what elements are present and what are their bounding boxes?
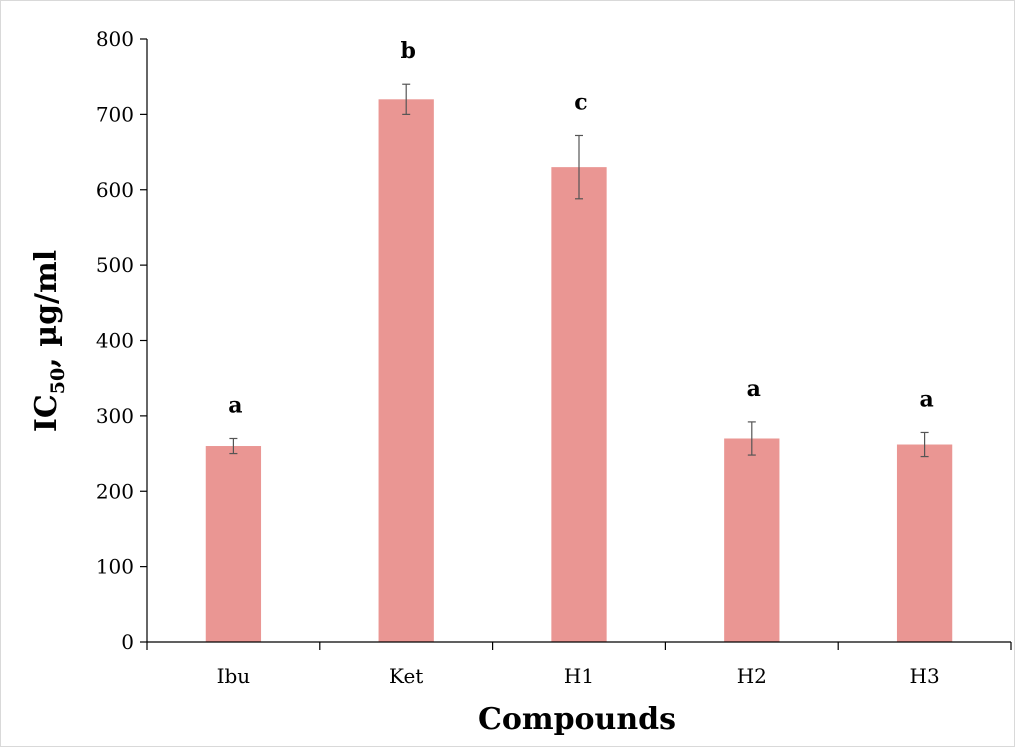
plot-area: a Ibu b Ket c H1 a H2 a H3 0 100 200 300 400 500 600 700 8… xyxy=(96,27,1012,688)
y-tick-label: 400 xyxy=(96,329,134,353)
y-tick-label: 100 xyxy=(96,555,134,579)
svg-text:IC50, µg/ml: IC50, µg/ml xyxy=(29,250,69,432)
y-axis-title-main: IC xyxy=(29,394,64,432)
significance-label: c xyxy=(574,89,587,115)
y-tick-label: 0 xyxy=(121,630,134,654)
significance-label: a xyxy=(747,376,761,402)
x-tick-label: Ibu xyxy=(217,664,251,688)
y-axis-title: IC50, µg/ml xyxy=(29,250,69,432)
x-axis-title: Compounds xyxy=(478,702,676,737)
bar xyxy=(896,444,953,642)
bar xyxy=(378,99,434,643)
x-tick-label: Ket xyxy=(389,664,423,688)
x-tick-label: H3 xyxy=(910,664,940,688)
y-tick-label: 300 xyxy=(96,404,134,428)
y-tick-label: 800 xyxy=(96,27,134,51)
y-axis-title-rest: , µg/ml xyxy=(29,250,64,368)
y-axis-title-subscript: 50 xyxy=(47,368,69,394)
y-tick-label: 600 xyxy=(96,178,134,202)
x-tick-label: H2 xyxy=(737,664,767,688)
y-tick-label: 700 xyxy=(96,102,134,126)
significance-label: a xyxy=(919,386,933,412)
x-tick-label: H1 xyxy=(564,664,594,688)
bar xyxy=(205,446,262,642)
significance-label: a xyxy=(228,392,242,418)
significance-label: b xyxy=(401,38,416,64)
bar xyxy=(724,438,780,642)
y-tick-label: 500 xyxy=(96,253,134,277)
bar xyxy=(551,167,607,642)
y-tick-label: 200 xyxy=(96,479,134,503)
